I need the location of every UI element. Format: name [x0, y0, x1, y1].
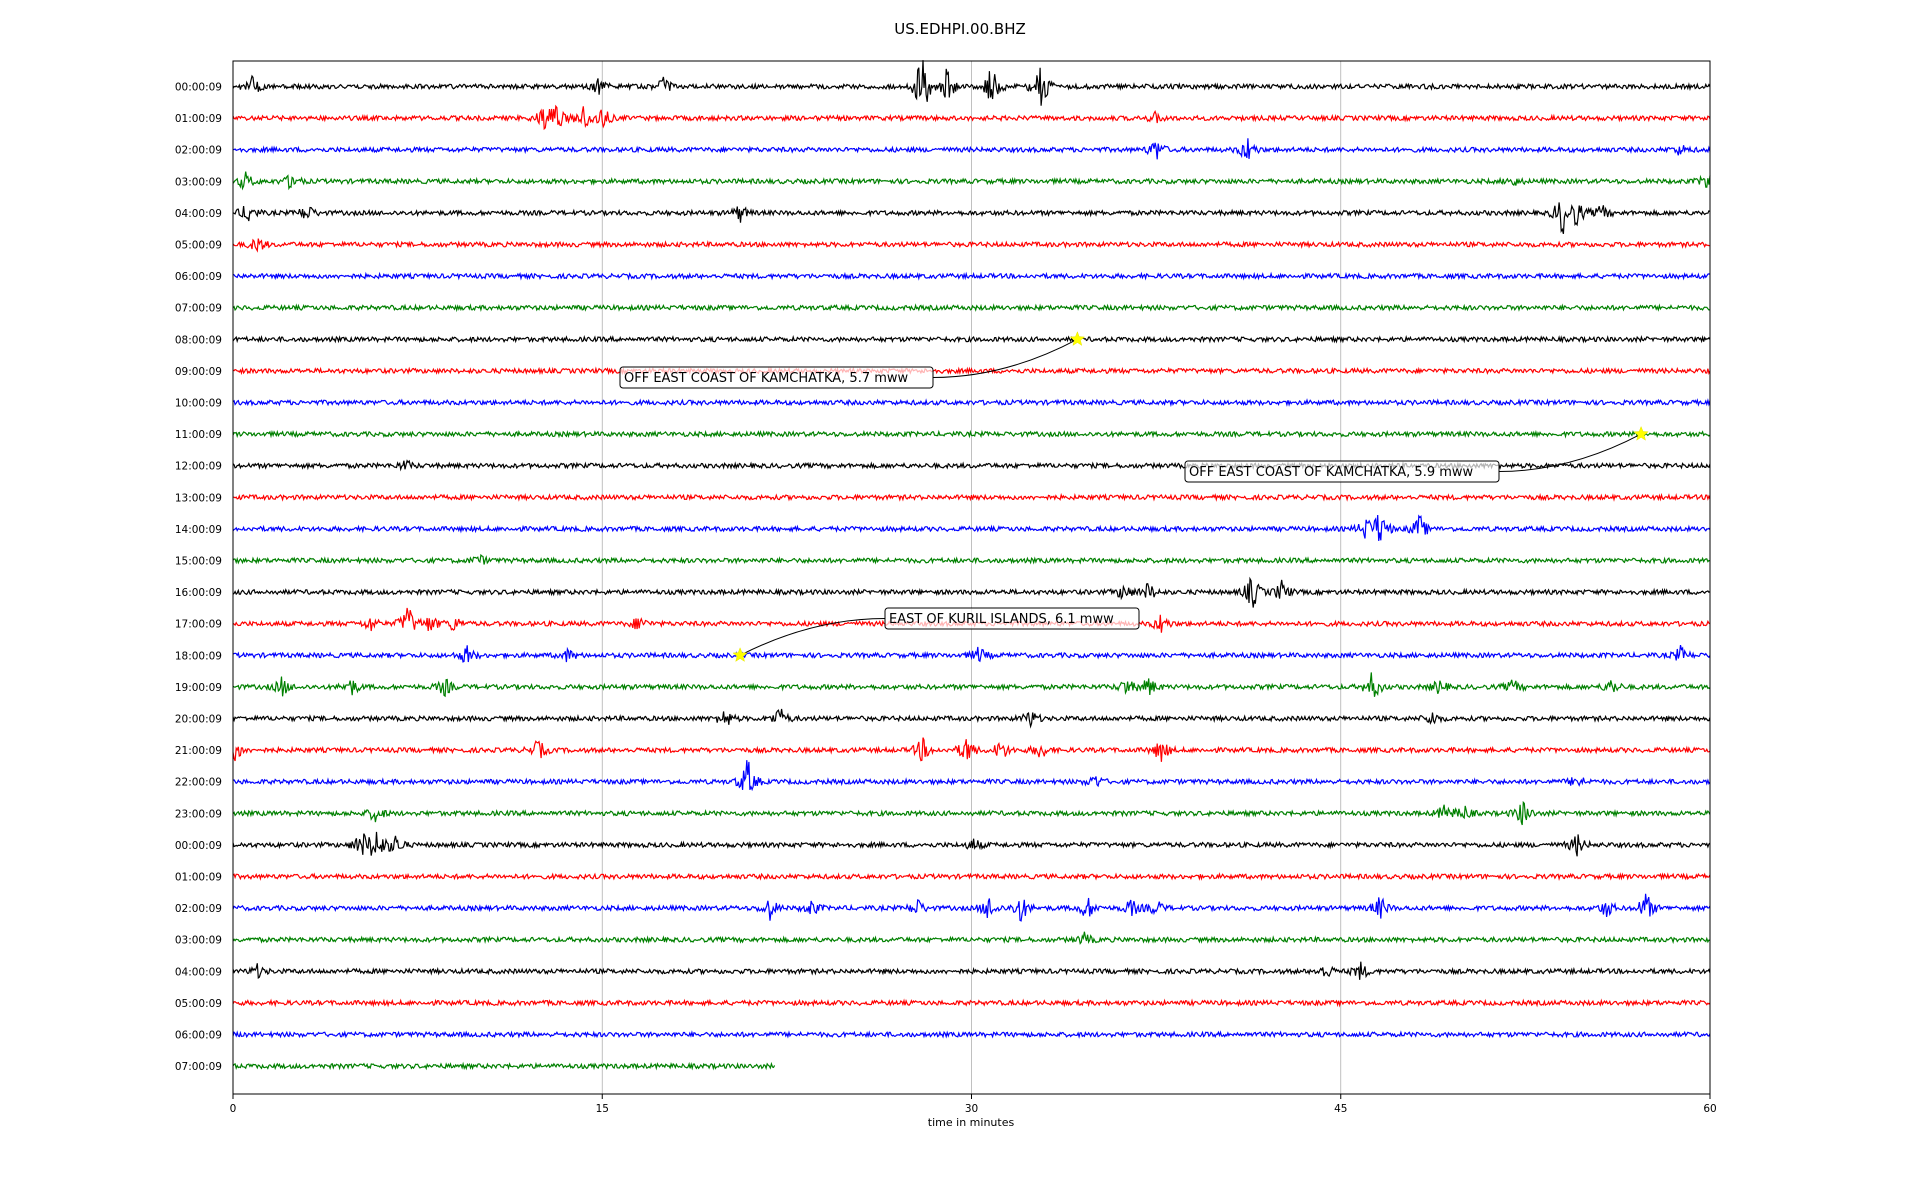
- trace-row: [232, 672, 1711, 698]
- x-tick-label: 60: [1703, 1103, 1716, 1115]
- event-label-box: [1184, 460, 1500, 483]
- trace-row: [232, 831, 1711, 857]
- row-time-label: 08:00:09: [175, 334, 222, 346]
- trace-row: [232, 303, 1711, 313]
- event-connector: [739, 618, 886, 656]
- row-time-label: 04:00:09: [175, 208, 222, 220]
- row-time-label: 13:00:09: [175, 492, 222, 504]
- trace-row: [232, 202, 1711, 234]
- trace-row: [232, 334, 1711, 344]
- row-time-label: 02:00:09: [175, 903, 222, 915]
- trace-row: [232, 644, 1711, 663]
- event-label: OFF EAST COAST OF KAMCHATKA, 5.7 mww: [624, 371, 909, 386]
- trace-row: [232, 998, 1711, 1008]
- row-time-label: 12:00:09: [175, 461, 222, 473]
- row-time-label: 17:00:09: [175, 619, 222, 631]
- row-time-label: 01:00:09: [175, 113, 222, 125]
- trace-row: [232, 514, 1711, 541]
- event-connector: [1498, 433, 1642, 472]
- row-time-label: 00:00:09: [175, 82, 222, 94]
- trace-row: [232, 576, 1711, 608]
- trace-row: [232, 893, 1711, 922]
- trace-row: [232, 760, 1711, 792]
- trace-row: [232, 800, 1711, 826]
- row-time-label: 06:00:09: [175, 271, 222, 283]
- row-time-label: 05:00:09: [175, 998, 222, 1010]
- row-time-label: 07:00:09: [175, 1061, 222, 1073]
- x-tick-label: 0: [230, 1103, 237, 1115]
- row-time-label: 23:00:09: [175, 808, 222, 820]
- event-annotations: OFF EAST COAST OF KAMCHATKA, 5.7 mww OFF …: [619, 331, 1649, 662]
- trace-row: [232, 1061, 776, 1071]
- trace-row: [232, 931, 1711, 945]
- trace-row: [232, 429, 1711, 439]
- chart-title: US.EDHPI.00.BHZ: [894, 20, 1026, 38]
- row-time-label: 18:00:09: [175, 650, 222, 662]
- row-time-label: 01:00:09: [175, 872, 222, 884]
- x-tick-label: 15: [596, 1103, 609, 1115]
- row-time-label: 14:00:09: [175, 524, 222, 536]
- trace-row: [232, 872, 1711, 881]
- trace-row: [232, 104, 1711, 131]
- event-label-box: [619, 366, 934, 389]
- row-time-label: 06:00:09: [175, 1030, 222, 1042]
- row-time-label: 05:00:09: [175, 240, 222, 252]
- row-time-label: 16:00:09: [175, 587, 222, 599]
- row-time-label: 03:00:09: [175, 176, 222, 188]
- grid-lines: [601, 61, 1342, 1094]
- row-time-label: 15:00:09: [175, 556, 222, 568]
- trace-row: [232, 138, 1711, 160]
- row-labels: 00:00:09 01:00:09 02:00:09 03:00:09 04:00:09…: [175, 82, 222, 1074]
- event-star-marker: [732, 647, 748, 662]
- trace-row: [232, 737, 1711, 762]
- event-star-marker: [1633, 425, 1649, 441]
- trace-row: [232, 398, 1711, 408]
- x-axis-label: time in minutes: [928, 1116, 1015, 1129]
- row-time-label: 19:00:09: [175, 682, 222, 694]
- trace-row: [232, 238, 1711, 253]
- row-time-label: 10:00:09: [175, 398, 222, 410]
- row-time-label: 00:00:09: [175, 840, 222, 852]
- trace-row: [232, 60, 1711, 106]
- trace-row: [232, 961, 1711, 980]
- event-connector: [932, 338, 1078, 378]
- row-time-label: 02:00:09: [175, 145, 222, 157]
- x-axis: time in minutes 0 15 30 45 60: [230, 1094, 1717, 1129]
- trace-row: [232, 553, 1711, 565]
- trace-row: [232, 1030, 1711, 1039]
- trace-row: [232, 171, 1711, 191]
- row-time-label: 20:00:09: [175, 714, 222, 726]
- trace-row: [232, 366, 1711, 376]
- trace-row: [232, 271, 1711, 281]
- row-time-label: 21:00:09: [175, 745, 222, 757]
- trace-row: [233, 492, 1711, 502]
- row-time-label: 11:00:09: [175, 429, 222, 441]
- row-time-label: 09:00:09: [175, 366, 222, 378]
- event-label: OFF EAST COAST OF KAMCHATKA, 5.9 mww: [1189, 465, 1474, 480]
- row-time-label: 04:00:09: [175, 966, 222, 978]
- row-time-label: 22:00:09: [175, 777, 222, 789]
- row-time-label: 07:00:09: [175, 303, 222, 315]
- x-tick-label: 45: [1334, 1103, 1347, 1115]
- event-label-box: [884, 607, 1140, 630]
- trace-row: [232, 708, 1711, 729]
- event-label: EAST OF KURIL ISLANDS, 6.1 mww: [889, 612, 1114, 627]
- row-time-label: 03:00:09: [175, 935, 222, 947]
- x-tick-label: 30: [965, 1103, 978, 1115]
- event-star-marker: [1069, 331, 1086, 346]
